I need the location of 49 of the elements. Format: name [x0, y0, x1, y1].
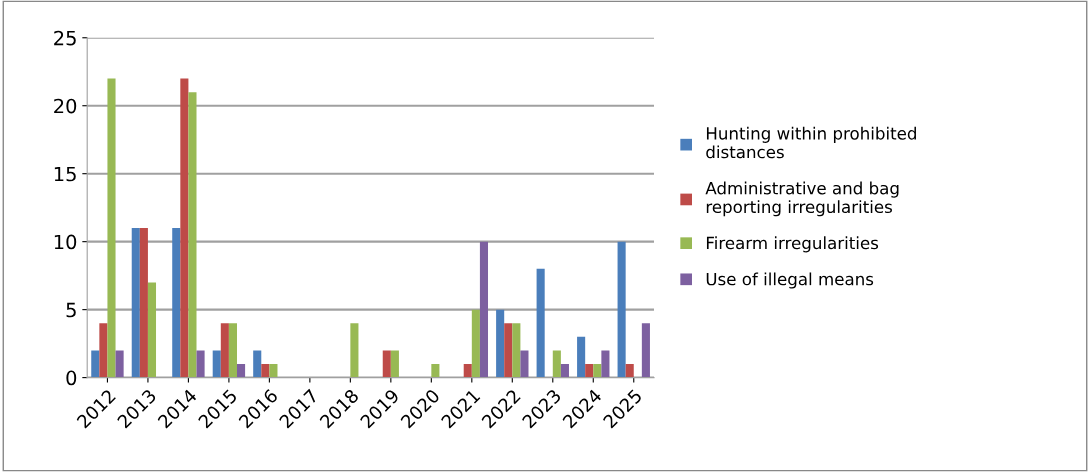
legend-label: Firearm irregularities	[706, 236, 879, 253]
bar	[504, 323, 513, 378]
bar	[237, 364, 246, 378]
y-tick-label: 25	[54, 30, 76, 46]
bar	[99, 323, 108, 378]
bar	[560, 364, 569, 378]
legend-label: Hunting within prohibited distances	[706, 126, 916, 159]
bar	[641, 323, 650, 378]
y-tick-label: 0	[66, 370, 77, 386]
bar	[382, 350, 391, 378]
bar	[479, 241, 489, 378]
y-tick-label: 5	[66, 302, 76, 318]
bar	[617, 241, 626, 378]
bar	[91, 350, 100, 378]
bar	[552, 350, 561, 378]
bar	[261, 364, 270, 378]
y-tick-label: 15	[54, 166, 76, 182]
bar	[131, 228, 140, 378]
bar	[577, 336, 586, 378]
y-tick-label: 20	[54, 98, 77, 114]
bar	[196, 350, 205, 378]
bar	[350, 323, 359, 378]
bar	[115, 350, 124, 378]
bar	[269, 364, 278, 378]
y-tick-label: 10	[54, 234, 77, 250]
bar	[253, 350, 262, 378]
bar	[390, 350, 399, 378]
bar	[431, 364, 440, 378]
bar	[601, 350, 610, 378]
bar	[471, 309, 480, 378]
bar	[512, 323, 521, 378]
bar	[107, 78, 116, 378]
bar	[220, 323, 229, 378]
bar	[147, 282, 157, 378]
bar	[520, 350, 529, 378]
bar	[585, 364, 594, 378]
legend-label: Administrative and bag reporting irregularities	[705, 181, 899, 217]
bar	[180, 78, 189, 378]
bar	[212, 350, 221, 378]
bar	[593, 364, 602, 378]
bar	[172, 228, 181, 378]
bar	[463, 364, 472, 378]
bar	[188, 92, 197, 378]
bar	[625, 364, 634, 378]
bar	[536, 268, 545, 378]
bar	[139, 228, 148, 378]
legend-label: Use of illegal means	[706, 272, 874, 289]
bar	[228, 323, 237, 378]
bar	[496, 309, 505, 378]
